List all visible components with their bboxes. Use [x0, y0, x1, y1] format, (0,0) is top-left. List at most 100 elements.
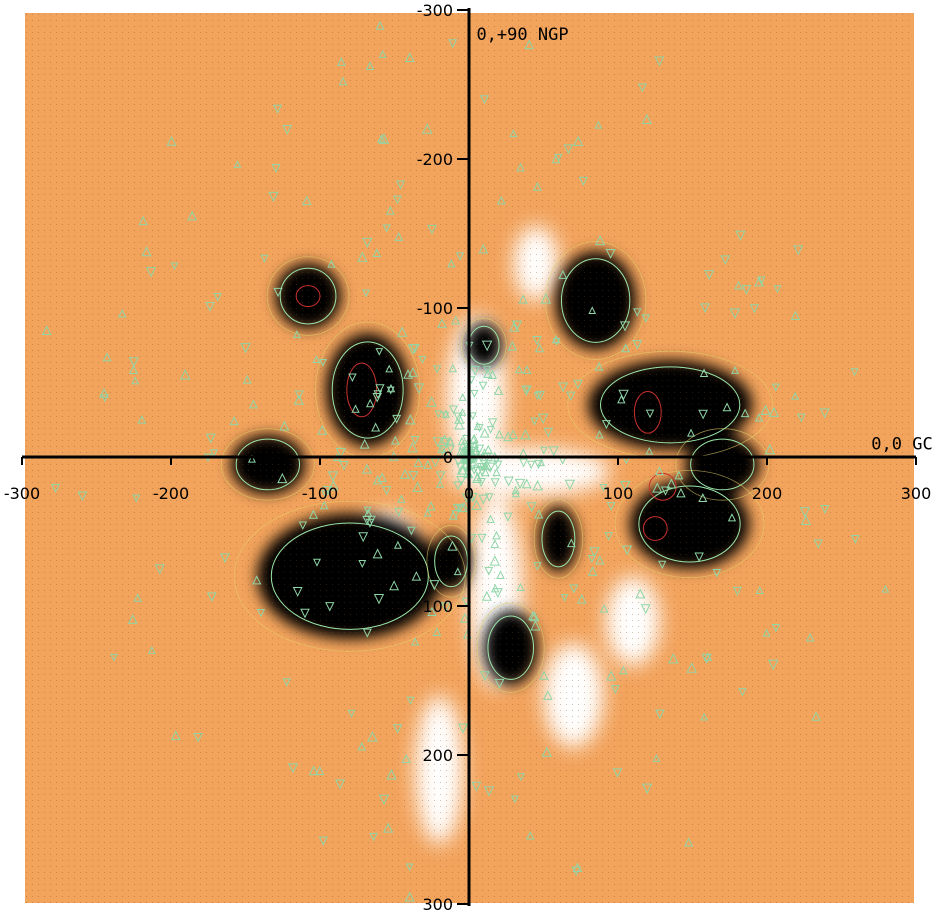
- down-triangle-marker: [771, 383, 780, 392]
- down-triangle-marker: [396, 180, 406, 190]
- up-triangle-marker: [755, 586, 764, 594]
- up-triangle-marker: [377, 134, 386, 143]
- down-triangle-marker: [483, 786, 495, 797]
- up-triangle-marker: [674, 470, 684, 480]
- up-triangle-marker: [454, 419, 465, 430]
- up-triangle-marker: [471, 499, 482, 510]
- up-triangle-marker: [390, 435, 400, 445]
- down-triangle-marker: [437, 445, 448, 455]
- down-triangle-marker: [475, 423, 484, 433]
- up-triangle-marker: [441, 409, 450, 418]
- up-triangle-marker: [595, 430, 604, 439]
- down-triangle-marker: [209, 449, 218, 458]
- contour-7: [599, 366, 741, 444]
- up-triangle-marker: [247, 454, 256, 463]
- up-triangle-marker: [492, 467, 501, 477]
- up-triangle-marker: [357, 251, 368, 262]
- contour-6: [560, 258, 631, 343]
- up-triangle-marker: [133, 593, 142, 602]
- y-tick-label: 0: [443, 448, 453, 467]
- down-triangle-marker: [427, 224, 437, 235]
- up-triangle-marker: [687, 428, 696, 437]
- gc-label: 0,0 GC: [871, 435, 932, 455]
- up-triangle-marker: [293, 394, 304, 405]
- up-triangle-marker: [408, 367, 418, 377]
- down-triangle-marker: [640, 604, 651, 615]
- up-triangle-marker: [437, 318, 447, 328]
- up-triangle-marker: [427, 606, 437, 617]
- up-triangle-marker: [490, 539, 500, 549]
- x-tick-label: -300: [4, 484, 40, 503]
- up-triangle-marker: [811, 711, 821, 721]
- up-triangle-marker: [404, 891, 415, 902]
- contour-2: [235, 438, 301, 491]
- up-triangle-marker: [619, 665, 628, 675]
- up-triangle-marker: [543, 690, 553, 700]
- up-triangle-marker: [790, 310, 801, 320]
- up-triangle-marker: [440, 434, 450, 444]
- up-triangle-marker: [138, 215, 148, 226]
- up-triangle-marker: [413, 457, 424, 468]
- up-triangle-marker: [312, 355, 321, 364]
- up-triangle-marker: [684, 837, 694, 847]
- up-triangle-marker: [686, 662, 697, 673]
- up-triangle-marker: [367, 731, 378, 742]
- down-triangle-marker: [526, 502, 537, 513]
- down-triangle-marker: [622, 545, 633, 556]
- up-triangle-marker: [509, 321, 520, 332]
- down-triangle-marker: [729, 308, 741, 320]
- down-triangle-marker: [571, 866, 581, 877]
- down-triangle-marker: [440, 602, 452, 613]
- up-triangle-marker: [587, 566, 598, 576]
- up-triangle-marker: [768, 406, 780, 417]
- contour-1: [331, 341, 404, 439]
- down-triangle-marker: [260, 254, 269, 264]
- up-triangle-marker: [389, 580, 400, 591]
- down-triangle-marker: [510, 795, 519, 804]
- up-triangle-marker: [141, 246, 152, 257]
- up-triangle-marker: [486, 514, 495, 523]
- up-triangle-marker: [722, 402, 732, 412]
- up-triangle-marker: [242, 374, 252, 384]
- outer-contour-9: [614, 470, 765, 579]
- down-triangle-marker: [205, 302, 215, 312]
- y-tick-label: -300: [417, 1, 453, 20]
- up-triangle-marker: [328, 479, 339, 491]
- down-triangle-marker: [771, 623, 781, 633]
- down-triangle-marker: [563, 144, 574, 155]
- up-triangle-marker: [805, 632, 815, 642]
- inner-contour-0: [295, 285, 321, 308]
- up-triangle-marker: [668, 652, 679, 664]
- down-triangle-marker: [712, 568, 722, 578]
- up-triangle-marker: [508, 429, 518, 440]
- up-triangle-marker: [526, 831, 535, 840]
- up-triangle-marker: [371, 422, 381, 432]
- up-triangle-marker: [496, 570, 505, 579]
- down-triangle-marker: [548, 446, 559, 457]
- up-triangle-marker: [404, 52, 415, 62]
- down-triangle-marker: [479, 671, 490, 682]
- up-triangle-marker: [800, 514, 811, 525]
- contour-3: [270, 522, 429, 630]
- down-triangle-marker: [372, 392, 382, 403]
- up-triangle-marker: [302, 195, 312, 206]
- down-triangle-marker: [738, 688, 747, 697]
- down-triangle-marker: [701, 653, 712, 664]
- outer-contour-4: [426, 525, 476, 598]
- up-triangle-marker: [118, 309, 127, 318]
- down-triangle-marker: [434, 410, 443, 419]
- down-triangle-marker: [543, 427, 554, 438]
- up-triangle-marker: [397, 494, 406, 503]
- down-triangle-marker: [633, 308, 642, 317]
- down-triangle-marker: [819, 408, 830, 419]
- up-triangle-marker: [703, 652, 713, 661]
- up-triangle-marker: [483, 368, 493, 378]
- up-triangle-marker: [372, 548, 383, 559]
- up-triangle-marker: [698, 493, 708, 503]
- down-triangle-marker: [470, 365, 480, 376]
- up-triangle-marker: [529, 611, 540, 622]
- up-triangle-marker: [277, 472, 288, 484]
- up-triangle-marker: [734, 280, 743, 290]
- down-triangle-marker: [641, 783, 653, 795]
